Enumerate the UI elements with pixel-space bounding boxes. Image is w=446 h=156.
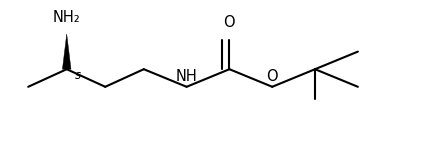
Text: O: O [223, 15, 235, 30]
Text: NH: NH [176, 69, 198, 84]
Text: NH₂: NH₂ [53, 10, 81, 25]
Polygon shape [62, 34, 71, 69]
Text: s: s [74, 69, 81, 82]
Text: O: O [266, 69, 278, 84]
